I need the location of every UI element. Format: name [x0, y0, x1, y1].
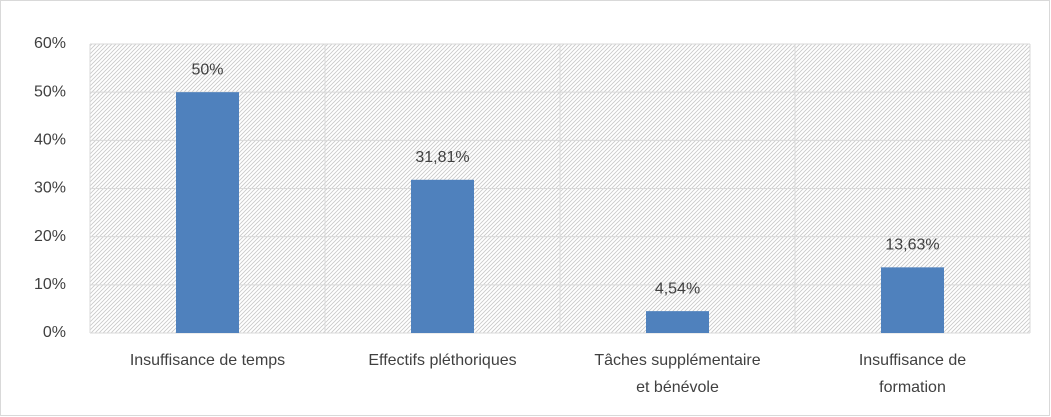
data-label: 50% [191, 61, 223, 78]
y-tick-label: 10% [34, 276, 66, 293]
x-tick-label: Insuffisance de temps [129, 352, 286, 369]
y-tick-label: 40% [34, 132, 66, 149]
y-tick-label: 20% [34, 228, 66, 245]
y-tick-label: 60% [34, 35, 66, 52]
bar [881, 267, 944, 333]
data-label: 31,81% [415, 149, 469, 166]
x-tick-label: Effectifs pléthoriques [368, 352, 517, 369]
x-tick-label: Tâches supplémentaire et bénévole [594, 352, 761, 396]
bar [411, 179, 474, 333]
data-label: 13,63% [885, 237, 939, 254]
data-label: 4,54% [655, 280, 700, 297]
y-tick-label: 30% [34, 180, 66, 197]
y-tick-label: 50% [34, 83, 66, 100]
bar [646, 311, 709, 333]
x-tick-label: Insuffisance de formation [858, 352, 967, 396]
y-tick-label: 0% [43, 324, 66, 341]
bar [176, 92, 239, 334]
